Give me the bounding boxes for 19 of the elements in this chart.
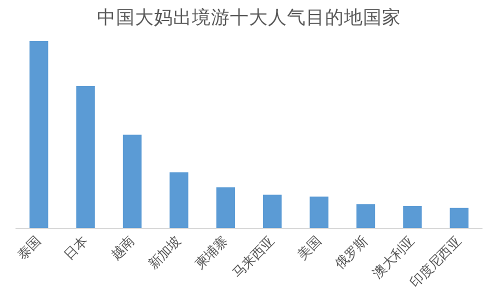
- x-tick-label: 越南: [108, 234, 138, 264]
- bar: [216, 187, 235, 228]
- bar: [356, 204, 376, 228]
- bar: [310, 196, 328, 228]
- x-tick-label: 柬埔寨: [192, 233, 231, 272]
- bar: [76, 86, 95, 228]
- bar: [170, 172, 188, 228]
- x-tick-label: 俄罗斯: [332, 234, 372, 272]
- x-tick-label: 美国: [294, 233, 324, 264]
- x-tick-label: 新加坡: [146, 234, 184, 272]
- bar: [450, 208, 468, 228]
- bar: [263, 194, 282, 228]
- bar: [30, 41, 48, 228]
- bar: [403, 206, 422, 228]
- x-tick-label: 马来西亚: [230, 234, 278, 282]
- x-tick-label: 泰国: [15, 234, 44, 264]
- bar: [122, 134, 142, 228]
- chart-title: 中国大妈出境游十大人气目的地国家: [97, 6, 401, 28]
- x-tick-label: 日本: [62, 234, 91, 264]
